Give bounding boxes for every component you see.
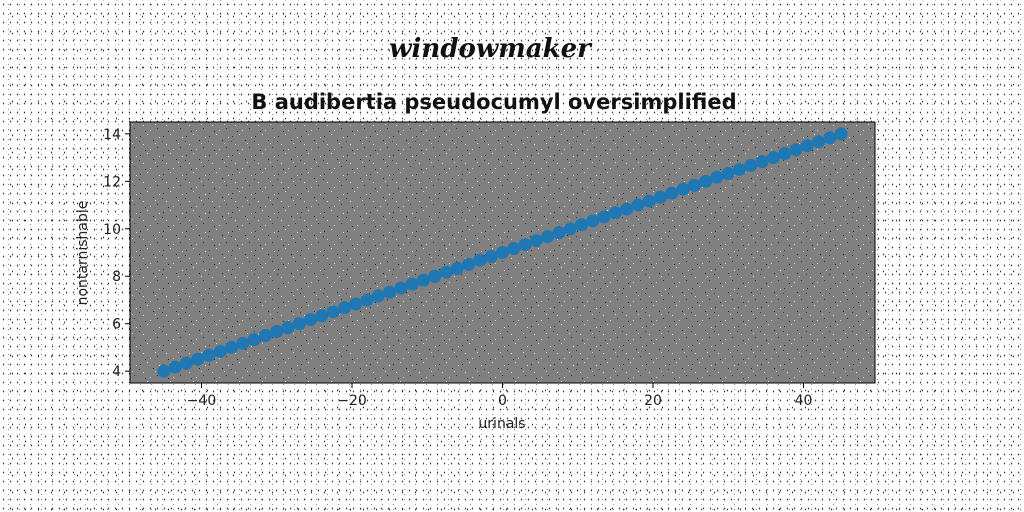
data-point (383, 285, 397, 299)
data-point (766, 151, 780, 165)
data-point (676, 182, 690, 196)
data-point (507, 241, 521, 255)
data-point (270, 325, 284, 339)
data-point (247, 333, 261, 347)
data-point (371, 289, 385, 303)
y-tick-label: 6 (112, 317, 121, 333)
data-point (654, 190, 668, 204)
y-tick-label: 8 (112, 269, 121, 285)
data-point (687, 178, 701, 192)
data-point (721, 166, 735, 180)
x-tick-label: −40 (187, 393, 217, 409)
data-point (213, 344, 227, 358)
data-point (529, 234, 543, 248)
data-point (405, 277, 419, 291)
data-point (631, 198, 645, 212)
x-axis-ticks: −40 −20 0 20 40 (187, 383, 813, 409)
figure-suptitle: windowmaker (389, 34, 593, 64)
data-point (552, 226, 566, 240)
data-point (710, 170, 724, 184)
y-tick-label: 12 (103, 174, 121, 190)
x-tick-label: 40 (795, 393, 813, 409)
data-point (439, 265, 453, 279)
data-point (179, 356, 193, 370)
data-point (258, 329, 272, 343)
data-point (281, 321, 295, 335)
x-tick-label: −20 (337, 393, 367, 409)
data-point (168, 360, 182, 374)
data-point (394, 281, 408, 295)
data-point (484, 250, 498, 264)
data-point (157, 364, 171, 378)
data-point (518, 238, 532, 252)
y-axis-label: nontarnishable (75, 201, 91, 306)
data-point (608, 206, 622, 220)
chart-title: B audibertia pseudocumyl oversimplified (251, 90, 736, 114)
data-point (428, 269, 442, 283)
y-tick-label: 4 (112, 364, 121, 380)
data-point (236, 336, 250, 350)
data-point (473, 253, 487, 267)
x-tick-label: 20 (644, 393, 662, 409)
data-point (812, 135, 826, 149)
data-point (563, 222, 577, 236)
data-point (834, 127, 848, 141)
data-point (315, 309, 329, 323)
data-point (462, 257, 476, 271)
data-point (699, 174, 713, 188)
data-point (800, 139, 814, 153)
data-point (360, 293, 374, 307)
data-point (778, 147, 792, 161)
data-point (304, 313, 318, 327)
y-tick-label: 14 (103, 127, 121, 143)
data-point (337, 301, 351, 315)
y-axis-ticks: 4 6 8 10 12 14 (103, 127, 130, 380)
data-point (202, 348, 216, 362)
x-axis-label: urinals (478, 416, 525, 432)
data-point (575, 218, 589, 232)
data-point (225, 340, 239, 354)
data-point (597, 210, 611, 224)
data-points (157, 127, 848, 378)
data-point (755, 155, 769, 169)
data-point (620, 202, 634, 216)
data-point (789, 143, 803, 157)
data-point (416, 273, 430, 287)
y-tick-label: 10 (103, 222, 121, 238)
data-point (823, 131, 837, 145)
data-point (642, 194, 656, 208)
data-point (744, 158, 758, 172)
data-point (292, 317, 306, 331)
data-point (191, 352, 205, 366)
data-point (541, 230, 555, 244)
data-point (496, 246, 509, 259)
data-point (586, 214, 600, 228)
data-point (665, 186, 679, 200)
data-point (450, 261, 464, 275)
x-tick-label: 0 (498, 393, 507, 409)
data-point (733, 162, 747, 176)
data-point (326, 305, 340, 319)
data-point (349, 297, 363, 311)
